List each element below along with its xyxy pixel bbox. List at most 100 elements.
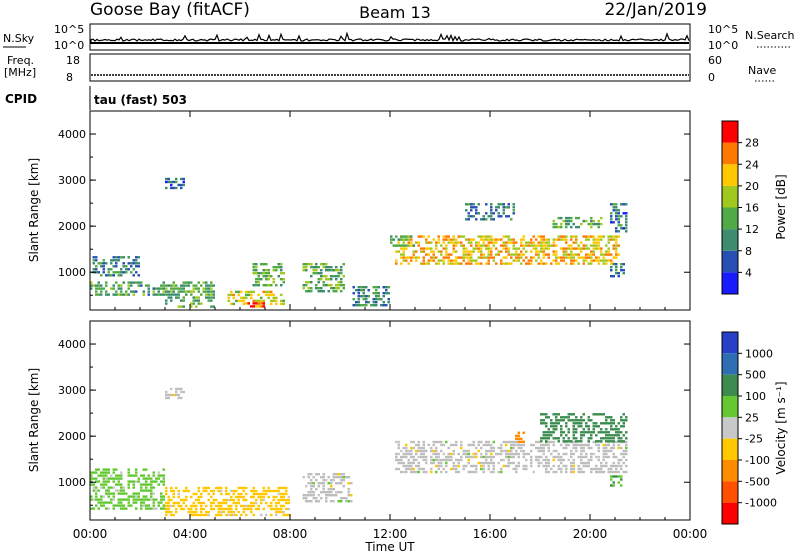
power-echo-cell: [522, 259, 525, 262]
power-echo-cell: [137, 265, 140, 268]
power-echo-cell: [542, 253, 545, 256]
velocity-echo-cell: [435, 458, 438, 462]
power-echo-cell: [465, 218, 468, 221]
velocity-echo-cell: [552, 437, 555, 440]
power-echo-cell: [622, 263, 625, 266]
power-echo-cell: [585, 244, 588, 247]
power-echo-cell: [160, 293, 163, 296]
power-echo-cell: [460, 262, 463, 265]
power-echo-cell: [207, 284, 210, 287]
velocity-echo-cell: [602, 431, 605, 434]
velocity-echo-cell: [162, 483, 165, 486]
velocity-echo-cell: [92, 477, 95, 480]
velocity-echo-cell: [185, 486, 188, 490]
power-echo-cell: [192, 296, 195, 299]
velocity-echo-cell: [550, 422, 553, 425]
velocity-echo-cell: [445, 464, 448, 468]
power-echo-cell: [530, 259, 533, 262]
power-echo-cell: [257, 284, 260, 287]
power-echo-cell: [437, 238, 440, 241]
power-echo-cell: [282, 302, 285, 306]
velocity-colorbar-cell: [722, 417, 738, 439]
power-echo-cell: [307, 281, 310, 284]
velocity-echo-cell: [235, 495, 238, 499]
velocity-echo-cell: [282, 513, 285, 517]
velocity-echo-cell: [575, 446, 578, 450]
velocity-echo-cell: [617, 446, 620, 450]
power-echo-cell: [325, 269, 328, 272]
power-echo-cell: [207, 296, 210, 299]
velocity-echo-cell: [310, 473, 313, 476]
power-echo-cell: [600, 247, 603, 250]
power-echo-cell: [335, 287, 338, 290]
power-echo-cell: [250, 293, 253, 297]
velocity-echo-cell: [140, 501, 143, 504]
velocity-echo-cell: [482, 455, 485, 459]
power-echo-cell: [595, 247, 598, 250]
power-echo-cell: [360, 304, 363, 307]
velocity-echo-cell: [590, 452, 593, 456]
velocity-echo-cell: [602, 437, 605, 440]
velocity-echo-cell: [347, 500, 350, 503]
velocity-echo-cell: [440, 461, 443, 465]
velocity-echo-cell: [610, 425, 613, 428]
velocity-echo-cell: [565, 440, 568, 443]
velocity-echo-cell: [275, 510, 278, 514]
velocity-echo-cell: [255, 507, 258, 511]
power-echo-cell: [422, 235, 425, 238]
velocity-echo-cell: [177, 396, 180, 400]
power-echo-cell: [422, 256, 425, 259]
power-echo-cell: [182, 287, 185, 290]
velocity-echo-cell: [117, 483, 120, 486]
velocity-echo-cell: [542, 443, 545, 447]
power-echo-cell: [320, 278, 323, 281]
velocity-echo-cell: [217, 489, 220, 493]
velocity-echo-cell: [400, 470, 403, 474]
power-echo-cell: [95, 271, 98, 274]
power-echo-cell: [515, 256, 518, 259]
velocity-echo-cell: [580, 416, 583, 419]
power-echo-cell: [242, 299, 245, 303]
velocity-echo-cell: [617, 458, 620, 462]
power-echo-cell: [572, 235, 575, 238]
power-echo-cell: [470, 250, 473, 253]
velocity-echoes: [90, 387, 628, 517]
power-echo-cell: [515, 259, 518, 262]
power-echo-cell: [100, 287, 103, 290]
velocity-echo-cell: [110, 498, 113, 501]
power-echo-cell: [625, 221, 628, 224]
power-echo-cell: [165, 287, 168, 290]
velocity-echo-cell: [485, 455, 488, 459]
power-echo-cell: [397, 238, 400, 241]
power-echo-cell: [175, 180, 178, 184]
power-echo-cell: [320, 290, 323, 293]
power-echo-cell: [262, 263, 265, 266]
power-echo-cell: [462, 253, 465, 256]
power-echo-cell: [117, 293, 120, 296]
velocity-echo-cell: [570, 449, 573, 453]
power-echo-cell: [495, 206, 498, 209]
velocity-echo-cell: [407, 452, 410, 456]
velocity-echo-cell: [90, 498, 93, 501]
power-echo-cell: [587, 253, 590, 256]
power-echo-cell: [180, 177, 183, 181]
power-echo-cell: [480, 250, 483, 253]
power-echo-cell: [545, 253, 548, 256]
power-echo-cell: [530, 238, 533, 241]
power-echo-cell: [562, 250, 565, 253]
power-echo-cell: [182, 305, 185, 308]
power-echo-cell: [425, 262, 428, 265]
power-colorbar-cell: [722, 272, 738, 294]
power-echo-cell: [282, 278, 285, 281]
velocity-echo-cell: [600, 464, 603, 468]
power-echo-cell: [337, 275, 340, 278]
nsky-tick-top: 10^5: [54, 23, 84, 36]
velocity-echo-cell: [572, 437, 575, 440]
power-echo-cell: [497, 250, 500, 253]
velocity-echo-cell: [557, 455, 560, 459]
power-echo-cell: [207, 290, 210, 293]
power-echo-cell: [525, 244, 528, 247]
power-echo-cell: [172, 290, 175, 293]
time-axis: 00:00 04:00 08:00 12:00 16:00 20:00 00:00: [73, 111, 707, 541]
velocity-echo-cell: [462, 467, 465, 471]
